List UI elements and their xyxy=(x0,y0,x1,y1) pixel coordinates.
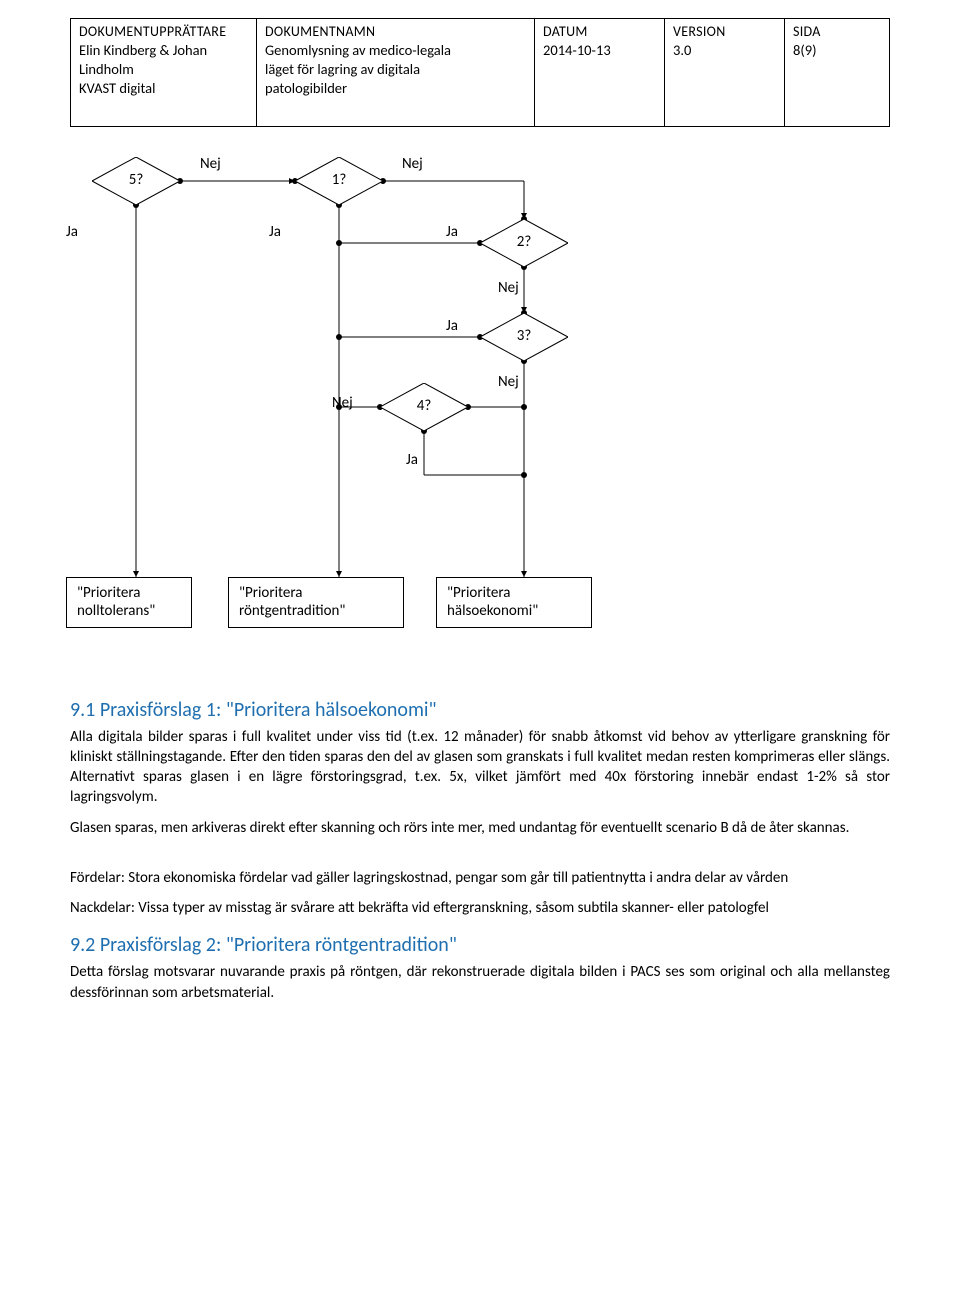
name-line3: patologibilder xyxy=(265,79,526,98)
header-version-col: VERSION 3.0 xyxy=(665,19,785,126)
edge-label-nej: Nej xyxy=(402,155,423,175)
outcome-nolltolerans-l1: "Prioritera xyxy=(77,584,181,603)
decision-4: 4? xyxy=(380,383,468,431)
outcome-halso-l1: "Prioritera xyxy=(447,584,581,603)
edge-label-ja: Ja xyxy=(446,317,458,337)
decision-1-label: 1? xyxy=(295,157,383,205)
para-9-1a: Alla digitala bilder sparas i full kvali… xyxy=(70,727,890,808)
outcome-nolltolerans-l2: nolltolerans" xyxy=(77,602,181,621)
ver-val: 3.0 xyxy=(673,41,776,60)
decision-1: 1? xyxy=(295,157,383,205)
decision-5-label: 5? xyxy=(92,157,180,205)
author-label: DOKUMENTUPPRÄTTARE xyxy=(79,23,248,41)
outcome-halsoekonomi: "Prioritera hälsoekonomi" xyxy=(436,577,592,629)
date-label: DATUM xyxy=(543,23,656,41)
author-line1: Elin Kindberg & Johan xyxy=(79,41,248,60)
decision-5: 5? xyxy=(92,157,180,205)
para-nackdelar: Nackdelar: Vissa typer av misstag är svå… xyxy=(70,898,890,918)
header-author-col: DOKUMENTUPPRÄTTARE Elin Kindberg & Johan… xyxy=(71,19,257,126)
outcome-rontgen-l2: röntgentradition" xyxy=(239,602,393,621)
heading-9-1: 9.1 Praxisförslag 1: "Prioritera hälsoek… xyxy=(70,697,890,723)
author-line3: KVAST digital xyxy=(79,79,248,98)
decision-2-label: 2? xyxy=(480,219,568,267)
edge-label-ja: Ja xyxy=(446,223,458,243)
name-line1: Genomlysning av medico-legala xyxy=(265,41,526,60)
edge-label-ja: Ja xyxy=(269,223,281,243)
header-name-col: DOKUMENTNAMN Genomlysning av medico-lega… xyxy=(257,19,535,126)
outcome-rontgentradition: "Prioritera röntgentradition" xyxy=(228,577,404,629)
heading-9-2: 9.2 Praxisförslag 2: "Prioritera röntgen… xyxy=(70,932,890,958)
edge-label-ja: Ja xyxy=(66,223,78,243)
para-9-2: Detta förslag motsvarar nuvarande praxis… xyxy=(70,962,890,1003)
doc-header: DOKUMENTUPPRÄTTARE Elin Kindberg & Johan… xyxy=(70,18,890,127)
ver-label: VERSION xyxy=(673,23,776,41)
decision-3-label: 3? xyxy=(480,313,568,361)
edge-label-nej: Nej xyxy=(498,279,519,299)
outcome-rontgen-l1: "Prioritera xyxy=(239,584,393,603)
para-fordelar: Fördelar: Stora ekonomiska fördelar vad … xyxy=(70,868,890,888)
page-label: SIDA xyxy=(793,23,881,41)
decision-2: 2? xyxy=(480,219,568,267)
author-line2: Lindholm xyxy=(79,60,248,79)
flowchart: 5? 1? 2? 3? 4? "Prioritera nolltolerans"… xyxy=(70,145,890,665)
edge-label-ja: Ja xyxy=(406,451,418,471)
edge-label-nej: Nej xyxy=(200,155,221,175)
edge-label-nej: Nej xyxy=(498,373,519,393)
outcome-halso-l2: hälsoekonomi" xyxy=(447,602,581,621)
edge-label-nej: Nej xyxy=(332,394,353,414)
date-val: 2014-10-13 xyxy=(543,41,656,60)
header-page-col: SIDA 8(9) xyxy=(785,19,889,126)
decision-3: 3? xyxy=(480,313,568,361)
para-9-1b: Glasen sparas, men arkiveras direkt efte… xyxy=(70,818,890,838)
name-line2: läget för lagring av digitala xyxy=(265,60,526,79)
outcome-nolltolerans: "Prioritera nolltolerans" xyxy=(66,577,192,629)
header-date-col: DATUM 2014-10-13 xyxy=(535,19,665,126)
decision-4-label: 4? xyxy=(380,383,468,431)
name-label: DOKUMENTNAMN xyxy=(265,23,526,41)
page-val: 8(9) xyxy=(793,41,881,60)
